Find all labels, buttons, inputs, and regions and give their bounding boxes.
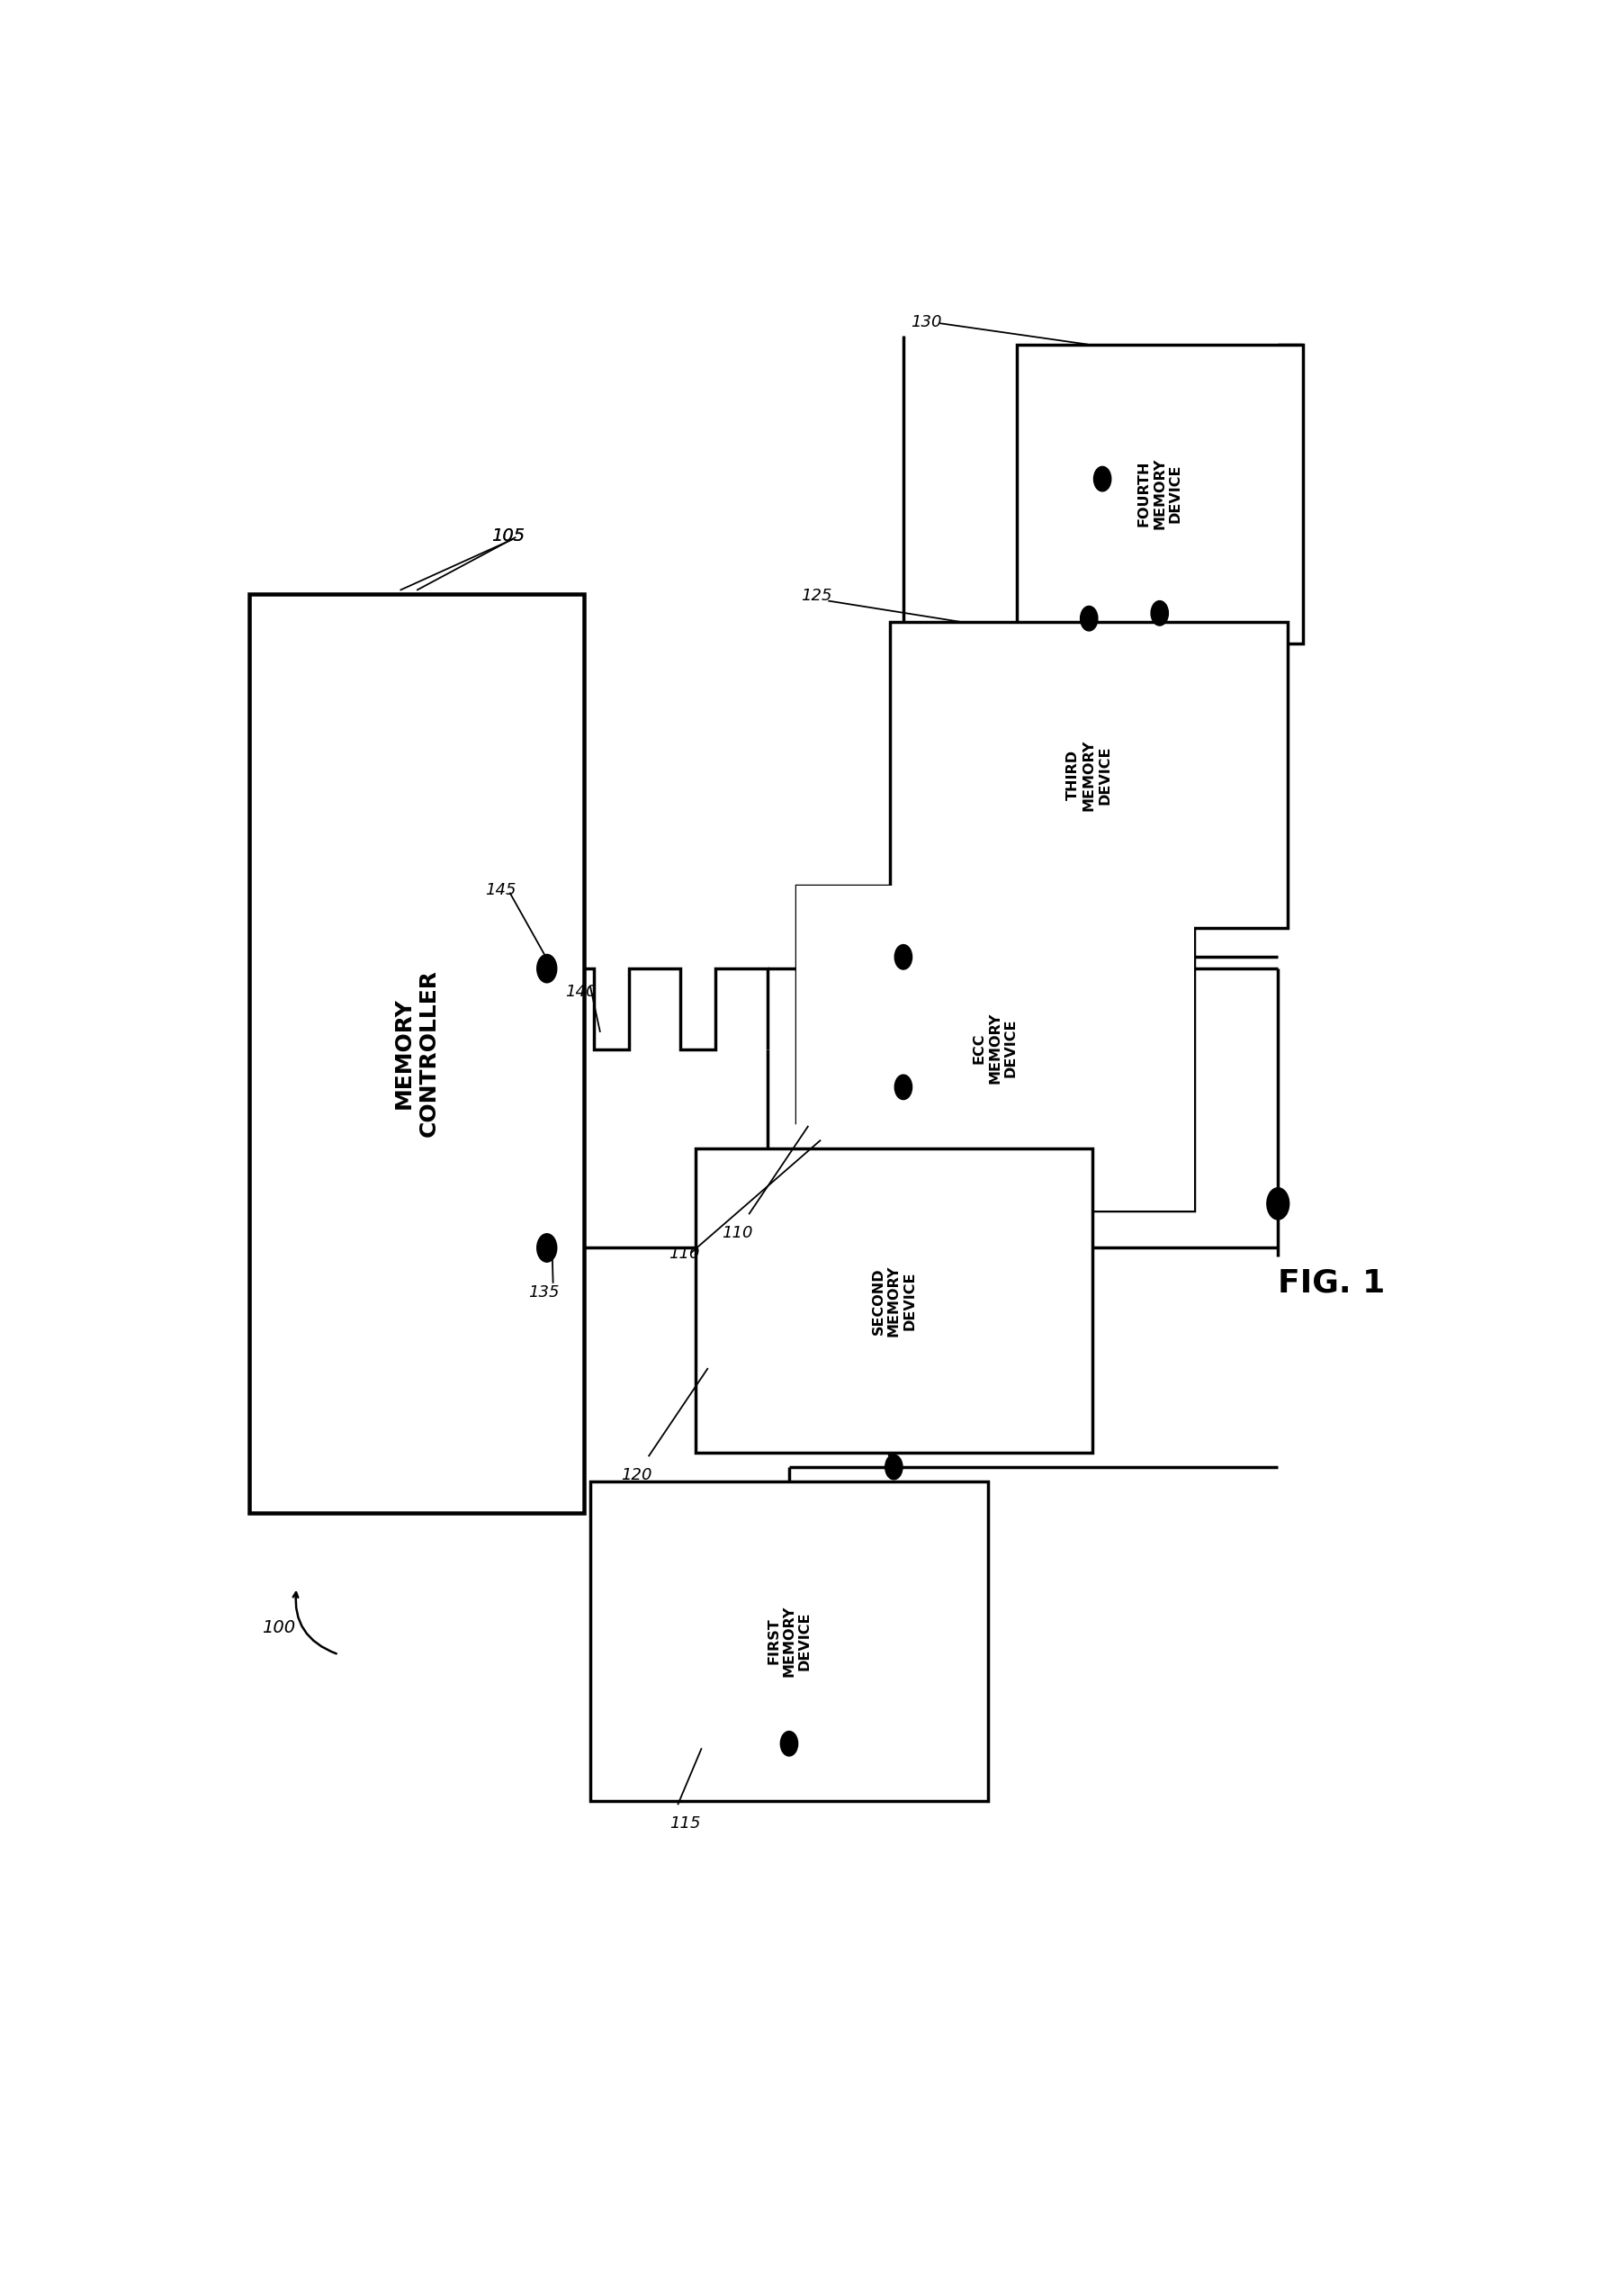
Text: 120: 120: [620, 1467, 652, 1483]
Text: 140: 140: [566, 985, 596, 1001]
Text: SECOND
MEMORY
DEVICE: SECOND MEMORY DEVICE: [871, 1265, 916, 1336]
Circle shape: [1081, 606, 1097, 631]
Bar: [796, 886, 1194, 1210]
Text: 135: 135: [528, 1286, 560, 1302]
Text: 110: 110: [668, 1247, 699, 1263]
Bar: [1017, 344, 1303, 643]
Bar: [696, 1148, 1092, 1453]
Circle shape: [886, 1456, 902, 1479]
Text: FIRST
MEMORY
DEVICE: FIRST MEMORY DEVICE: [768, 1605, 812, 1676]
Circle shape: [895, 944, 911, 969]
Circle shape: [537, 955, 556, 983]
Text: 125: 125: [801, 588, 831, 604]
Text: 105: 105: [491, 528, 524, 544]
Text: MEMORY
CONTROLLER: MEMORY CONTROLLER: [393, 969, 440, 1137]
Circle shape: [1094, 466, 1111, 491]
Text: 130: 130: [911, 315, 942, 331]
Text: 115: 115: [670, 1816, 700, 1832]
Bar: [891, 622, 1287, 928]
Circle shape: [780, 1731, 798, 1756]
Text: 100: 100: [262, 1619, 296, 1637]
Circle shape: [895, 1075, 911, 1100]
Bar: [249, 595, 584, 1513]
Text: 105: 105: [491, 528, 524, 544]
Text: 110: 110: [721, 1224, 753, 1242]
Text: FIG. 1: FIG. 1: [1278, 1267, 1385, 1300]
Text: FOURTH
MEMORY
DEVICE: FOURTH MEMORY DEVICE: [1137, 459, 1182, 530]
Text: 145: 145: [484, 882, 516, 898]
Text: THIRD
MEMORY
DEVICE: THIRD MEMORY DEVICE: [1067, 739, 1111, 810]
Circle shape: [1151, 602, 1169, 625]
Circle shape: [1266, 1187, 1289, 1219]
Text: ECC
MEMORY
DEVICE: ECC MEMORY DEVICE: [972, 1013, 1017, 1084]
Circle shape: [537, 1233, 556, 1263]
Bar: [590, 1481, 988, 1802]
